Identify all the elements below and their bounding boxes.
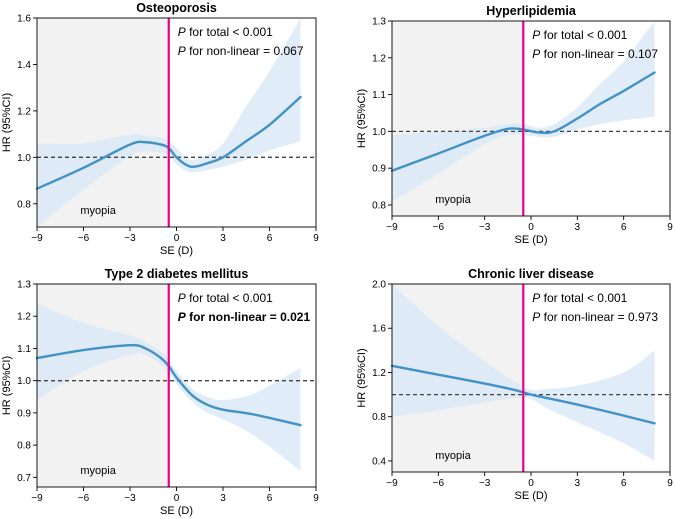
- x-tick-label: −6: [78, 233, 90, 244]
- y-tick-label: 0.9: [372, 164, 386, 175]
- x-tick-label: 3: [575, 478, 581, 489]
- x-tick-label: 6: [267, 493, 273, 504]
- y-tick-label: 0.4: [372, 456, 386, 467]
- chart-title: Hyperlipidemia: [486, 4, 577, 18]
- y-tick-label: 0.9: [17, 408, 31, 419]
- ci-band: [392, 284, 655, 461]
- p-value-annotation: P for non-linear = 0.107: [532, 47, 658, 61]
- chart-title: Chronic liver disease: [468, 267, 594, 281]
- x-tick-label: 9: [313, 493, 319, 504]
- p-value-annotation: P for non-linear = 0.973: [532, 310, 658, 324]
- hr-curve: [390, 364, 656, 425]
- x-tick-label: 3: [575, 222, 581, 233]
- y-tick-label: 1.4: [17, 60, 31, 71]
- y-tick-label: 1.6: [17, 14, 31, 25]
- y-tick-label: 1.3: [372, 17, 386, 28]
- x-axis-label: SE (D): [160, 505, 193, 517]
- x-tick-label: −6: [78, 493, 90, 504]
- ci-band: [392, 21, 655, 202]
- x-tick-label: 6: [621, 222, 627, 233]
- x-tick-label: 0: [174, 233, 180, 244]
- y-axis-label: HR (95%CI): [356, 348, 368, 407]
- x-tick-label: −3: [124, 493, 136, 504]
- y-tick-label: 0.8: [17, 441, 31, 452]
- p-value-annotation: P for total < 0.001: [532, 28, 627, 42]
- panel-2: −9 −6 −3 0 3 6 9 0.8 0.9 1.0 1.1 1.2 1.3 Hyperlipidem…: [356, 4, 673, 246]
- y-tick-label: 1.0: [372, 127, 386, 138]
- hr-curve: [35, 95, 302, 190]
- myopia-label: myopia: [435, 450, 471, 462]
- y-tick-label: 1.2: [372, 53, 386, 64]
- y-tick-label: 1.2: [372, 368, 386, 379]
- ci-band: [37, 18, 301, 227]
- ci-band: [37, 303, 301, 471]
- y-tick-label: 0.8: [17, 199, 31, 210]
- x-tick-label: −3: [124, 233, 136, 244]
- hr-curve: [35, 343, 302, 427]
- x-axis-label: SE (D): [160, 245, 193, 257]
- hr-curve: [390, 71, 656, 172]
- x-tick-label: 6: [621, 478, 627, 489]
- panel-1: −9 −6 −3 0 3 6 9 0.8 1.0 1.2 1.4 1.6 Osteoporosis SE …: [1, 1, 319, 257]
- x-tick-label: −9: [31, 233, 43, 244]
- y-tick-label: 1.1: [372, 90, 386, 101]
- x-tick-label: 0: [528, 478, 534, 489]
- x-tick-label: 6: [267, 233, 273, 244]
- chart-title: Osteoporosis: [136, 1, 217, 15]
- p-value-annotation: P for non-linear = 0.067: [178, 44, 304, 58]
- y-axis-label: HR (95%CI): [1, 356, 13, 415]
- x-tick-label: −3: [479, 222, 491, 233]
- x-tick-label: 3: [220, 233, 226, 244]
- panel-3: −9 −6 −3 0 3 6 9 0.7 0.8 0.9 1.0 1.1 1.2 1.3 Type 2 di…: [1, 267, 319, 517]
- x-axis-label: SE (D): [515, 234, 548, 246]
- x-tick-label: 0: [174, 493, 180, 504]
- panel-4: −9 −6 −3 0 3 6 9 0.4 0.8 1.2 1.6 2.0 Chronic liver d…: [356, 267, 673, 502]
- x-tick-label: 3: [220, 493, 226, 504]
- x-tick-label: −6: [433, 478, 445, 489]
- y-tick-label: 1.2: [17, 312, 31, 323]
- y-tick-label: 2.0: [372, 280, 386, 291]
- p-value-annotation: P for total < 0.001: [178, 25, 273, 39]
- myopia-label: myopia: [80, 465, 116, 477]
- y-tick-label: 0.8: [372, 200, 386, 211]
- y-tick-label: 0.8: [372, 412, 386, 423]
- y-tick-label: 1.0: [17, 376, 31, 387]
- p-value-annotation: P for non-linear = 0.021: [178, 310, 311, 324]
- y-tick-label: 0.7: [17, 473, 31, 484]
- y-axis-label: HR (95%CI): [1, 93, 13, 152]
- y-tick-label: 1.1: [17, 344, 31, 355]
- p-value-annotation: P for total < 0.001: [532, 291, 627, 305]
- x-axis-label: SE (D): [515, 490, 548, 502]
- chart-title: Type 2 diabetes mellitus: [105, 267, 249, 281]
- y-tick-label: 1.3: [17, 280, 31, 291]
- myopia-label: myopia: [435, 194, 471, 206]
- x-tick-label: −3: [479, 478, 491, 489]
- y-tick-label: 1.2: [17, 106, 31, 117]
- y-axis-label: HR (95%CI): [356, 89, 368, 148]
- y-tick-label: 1.0: [17, 153, 31, 164]
- x-tick-label: 9: [667, 478, 673, 489]
- x-tick-label: −9: [31, 493, 43, 504]
- x-tick-label: −9: [386, 478, 398, 489]
- y-tick-label: 1.6: [372, 324, 386, 335]
- x-tick-label: 9: [667, 222, 673, 233]
- x-tick-label: −9: [386, 222, 398, 233]
- x-tick-label: 9: [313, 233, 319, 244]
- x-tick-label: 0: [528, 222, 534, 233]
- p-value-annotation: P for total < 0.001: [178, 291, 273, 305]
- myopia-label: myopia: [80, 205, 116, 217]
- x-tick-label: −6: [433, 222, 445, 233]
